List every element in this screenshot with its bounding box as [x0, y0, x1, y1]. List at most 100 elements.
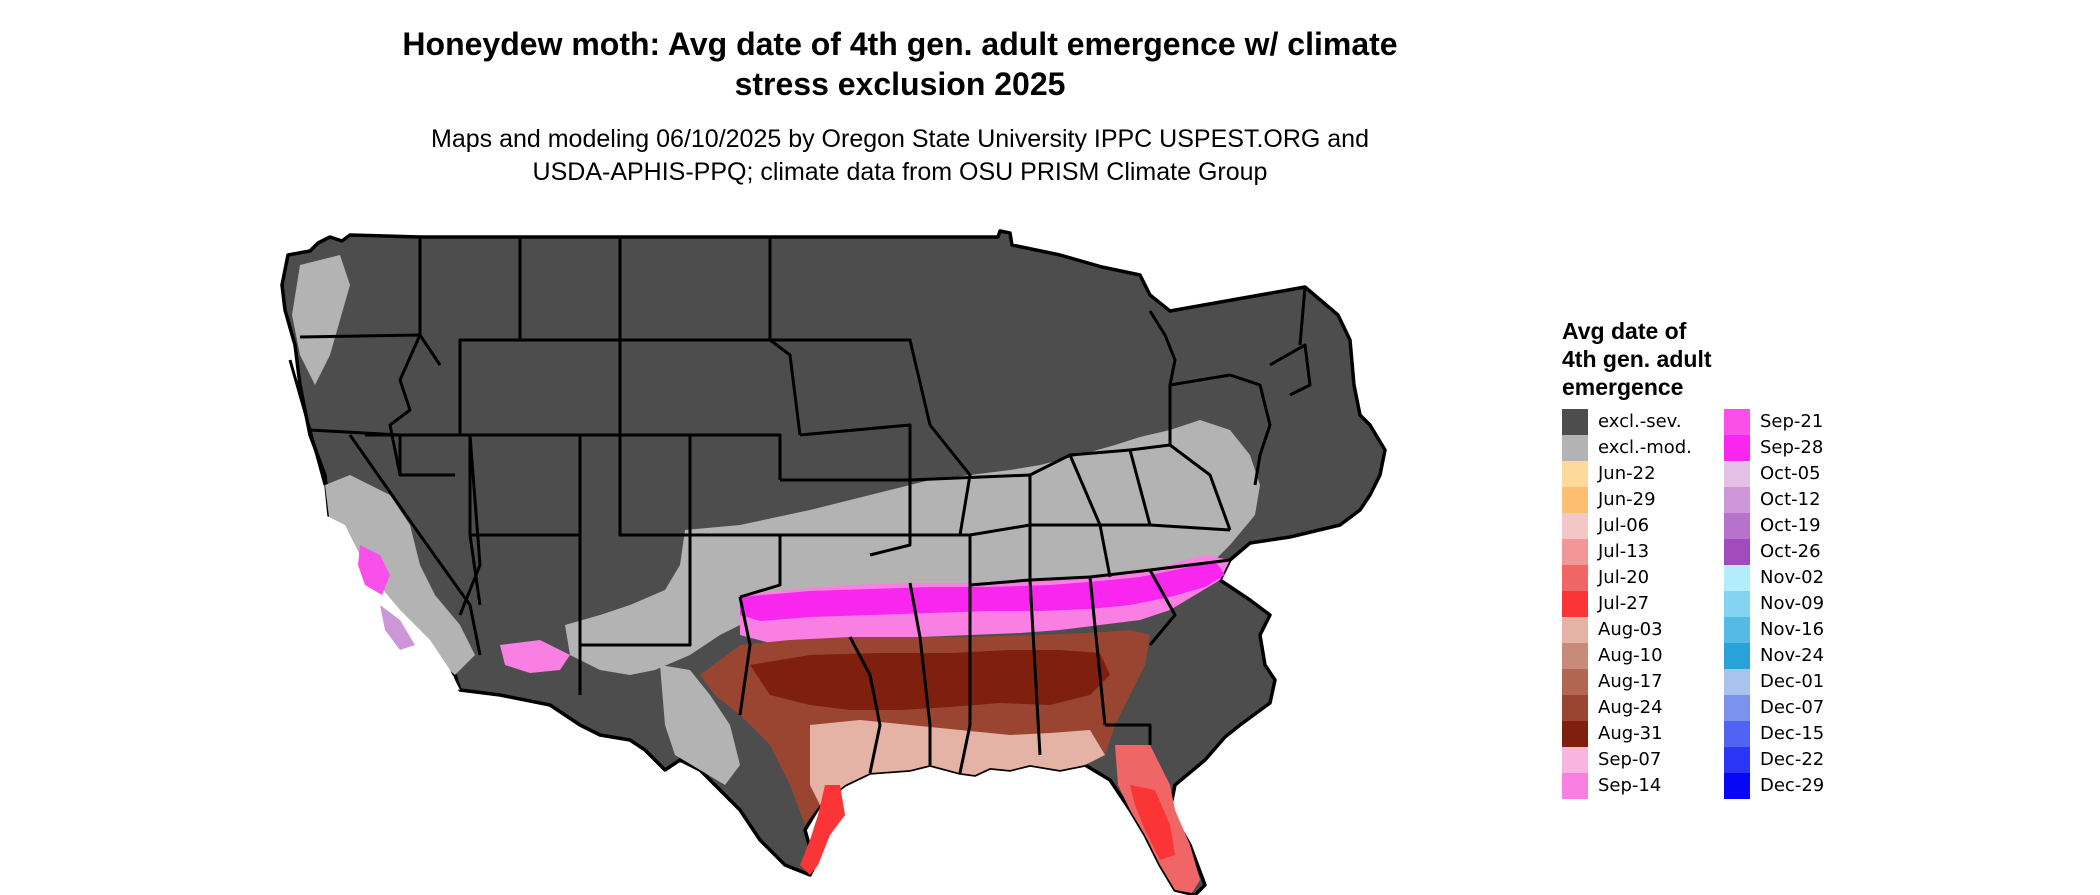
legend-swatch [1724, 513, 1750, 539]
tan-zone-coast [810, 720, 1105, 805]
legend-item: Sep-21 [1724, 409, 1884, 435]
legend-swatch [1724, 747, 1750, 773]
legend-swatch [1724, 487, 1750, 513]
legend-swatch [1724, 409, 1750, 435]
map-title-line-2: stress exclusion 2025 [734, 66, 1066, 102]
legend-item: Dec-01 [1724, 669, 1884, 695]
legend-label: Dec-15 [1760, 723, 1825, 744]
legend-item: Aug-10 [1562, 643, 1722, 669]
legend-label: excl.-sev. [1598, 411, 1682, 432]
moderate-exclusion-west [325, 475, 475, 675]
map-subtitle-line-2: USDA-APHIS-PPQ; climate data from OSU PR… [532, 158, 1268, 186]
legend-item: Aug-17 [1562, 669, 1722, 695]
legend-label: Nov-09 [1760, 593, 1825, 614]
legend-label: Jun-29 [1598, 489, 1656, 510]
california-pink-patch [358, 545, 390, 595]
legend-swatch [1562, 773, 1588, 799]
legend-title-line: emergence [1562, 374, 1684, 400]
legend-swatch [1724, 565, 1750, 591]
legend-swatch [1724, 617, 1750, 643]
legend-swatch [1562, 617, 1588, 643]
legend-label: Sep-28 [1760, 437, 1824, 458]
legend-label: Dec-01 [1760, 671, 1825, 692]
legend-swatch [1724, 591, 1750, 617]
legend-item: Dec-07 [1724, 695, 1884, 721]
legend-swatch [1562, 539, 1588, 565]
legend-label: Aug-24 [1598, 697, 1663, 718]
legend-swatch [1724, 539, 1750, 565]
moderate-exclusion-zone [565, 420, 1260, 675]
legend-label: Aug-17 [1598, 671, 1663, 692]
map-subtitle: Maps and modeling 06/10/2025 by Oregon S… [300, 123, 1500, 189]
legend-item: Sep-07 [1562, 747, 1722, 773]
legend-label: Nov-16 [1760, 619, 1825, 640]
legend-item: Oct-12 [1724, 487, 1884, 513]
legend-item: Aug-03 [1562, 617, 1722, 643]
legend-item: Nov-09 [1724, 591, 1884, 617]
legend-swatch [1724, 435, 1750, 461]
legend-swatch [1562, 409, 1588, 435]
legend-swatch [1724, 773, 1750, 799]
legend-label: Dec-29 [1760, 775, 1825, 796]
legend-item: Jul-06 [1562, 513, 1722, 539]
legend-swatch [1562, 643, 1588, 669]
legend-item: Nov-02 [1724, 565, 1884, 591]
legend-label: excl.-mod. [1598, 437, 1692, 458]
legend-title-line: Avg date of [1562, 318, 1687, 344]
legend-item: Jul-20 [1562, 565, 1722, 591]
legend-swatch [1562, 591, 1588, 617]
legend-swatch [1562, 461, 1588, 487]
legend-swatch [1724, 643, 1750, 669]
legend-label: Sep-21 [1760, 411, 1824, 432]
legend-label: Jul-20 [1598, 567, 1650, 588]
legend-item: Jun-22 [1562, 461, 1722, 487]
dark-brown-core [750, 650, 1110, 710]
legend-item: Dec-29 [1724, 773, 1884, 799]
legend-swatch [1562, 487, 1588, 513]
legend-label: Jun-22 [1598, 463, 1656, 484]
legend-label: Sep-14 [1598, 775, 1662, 796]
legend-item: Sep-28 [1724, 435, 1884, 461]
legend-label: Dec-22 [1760, 749, 1825, 770]
legend-title: Avg date of 4th gen. adult emergence [1562, 317, 1802, 401]
legend-swatch [1562, 565, 1588, 591]
legend-item: Aug-24 [1562, 695, 1722, 721]
us-map [280, 229, 1387, 895]
legend-label: Jul-27 [1598, 593, 1650, 614]
california-purple-patch [380, 605, 415, 650]
moderate-exclusion-south-texas [660, 665, 740, 785]
legend: excl.-sev. excl.-mod. Jun-22 Jun-29 Jul-06 Ju… [1562, 409, 1862, 801]
state-boundaries [288, 237, 1312, 774]
legend-swatch [1562, 695, 1588, 721]
map-subtitle-line-1: Maps and modeling 06/10/2025 by Oregon S… [431, 125, 1369, 153]
legend-label: Aug-03 [1598, 619, 1663, 640]
legend-label: Jul-13 [1598, 541, 1650, 562]
legend-swatch [1562, 669, 1588, 695]
legend-label: Jul-06 [1598, 515, 1650, 536]
legend-title-line: 4th gen. adult [1562, 346, 1712, 372]
legend-label: Sep-07 [1598, 749, 1662, 770]
legend-swatch [1724, 721, 1750, 747]
southwest-pink-patch [500, 640, 570, 673]
legend-item: Dec-22 [1724, 747, 1884, 773]
magenta-band [740, 561, 1225, 621]
legend-item: Oct-26 [1724, 539, 1884, 565]
legend-item: Oct-05 [1724, 461, 1884, 487]
legend-swatch [1562, 721, 1588, 747]
legend-item: Nov-24 [1724, 643, 1884, 669]
legend-swatch [1562, 435, 1588, 461]
legend-item: Jun-29 [1562, 487, 1722, 513]
legend-item: Jul-13 [1562, 539, 1722, 565]
legend-label: Oct-26 [1760, 541, 1821, 562]
legend-label: Oct-12 [1760, 489, 1821, 510]
legend-item: Oct-19 [1724, 513, 1884, 539]
legend-item: excl.-mod. [1562, 435, 1722, 461]
legend-item: Dec-15 [1724, 721, 1884, 747]
legend-label: Oct-05 [1760, 463, 1821, 484]
map-title: Honeydew moth: Avg date of 4th gen. adul… [300, 24, 1500, 104]
legend-item: Nov-16 [1724, 617, 1884, 643]
florida-core [1130, 785, 1175, 860]
legend-swatch [1562, 513, 1588, 539]
legend-label: Oct-19 [1760, 515, 1821, 536]
legend-label: Dec-07 [1760, 697, 1825, 718]
